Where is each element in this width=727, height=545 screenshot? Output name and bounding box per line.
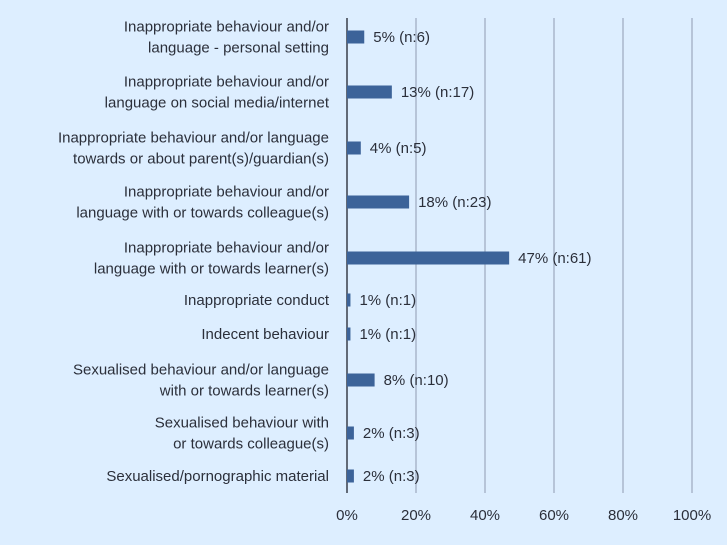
- bar: [347, 293, 351, 307]
- category-label-line: or towards colleague(s): [173, 436, 329, 453]
- bar: [347, 141, 361, 155]
- category-label-line: Indecent behaviour: [201, 326, 329, 343]
- category-label: Inappropriate behaviour and/or language o…: [105, 74, 330, 112]
- data-label: 5% (n:6): [373, 29, 430, 46]
- category-label-line: Inappropriate behaviour and/or: [124, 19, 329, 36]
- x-tick-label: 60%: [539, 507, 569, 524]
- category-label-line: language on social media/internet: [105, 95, 330, 112]
- category-label: Inappropriate behaviour and/or language w…: [94, 240, 329, 278]
- bar: [347, 251, 510, 265]
- x-tick-label: 20%: [401, 507, 431, 524]
- category-label-line: language with or towards learner(s): [94, 261, 329, 278]
- category-label-line: Inappropriate behaviour and/or: [124, 184, 329, 201]
- x-tick-label: 100%: [673, 507, 711, 524]
- category-label: Inappropriate conduct: [184, 292, 330, 309]
- bar: [347, 373, 375, 387]
- category-label-line: Sexualised/pornographic material: [106, 468, 329, 485]
- bar: [347, 426, 354, 440]
- data-label: 8% (n:10): [384, 372, 449, 389]
- bar: [347, 469, 354, 483]
- category-label-line: with or towards learner(s): [159, 383, 329, 400]
- category-label: Indecent behaviour: [201, 326, 329, 343]
- category-label-line: language with or towards colleague(s): [76, 205, 329, 222]
- category-label-line: Sexualised behaviour and/or language: [73, 362, 329, 379]
- category-label-line: Inappropriate behaviour and/or language: [58, 130, 329, 147]
- data-label: 47% (n:61): [518, 250, 591, 267]
- data-label: 13% (n:17): [401, 84, 474, 101]
- bar: [347, 85, 392, 99]
- data-label: 4% (n:5): [370, 140, 427, 157]
- data-label: 1% (n:1): [359, 326, 416, 343]
- x-tick-label: 80%: [608, 507, 638, 524]
- category-label: Sexualised/pornographic material: [106, 468, 329, 485]
- category-label-line: towards or about parent(s)/guardian(s): [73, 151, 329, 168]
- category-label-line: Inappropriate conduct: [184, 292, 330, 309]
- category-label: Inappropriate behaviour and/or language -…: [124, 19, 329, 57]
- data-label: 2% (n:3): [363, 425, 420, 442]
- bar: [347, 327, 351, 341]
- data-label: 2% (n:3): [363, 468, 420, 485]
- bar: [347, 195, 410, 209]
- category-label-line: Inappropriate behaviour and/or: [124, 240, 329, 257]
- x-tick-label: 40%: [470, 507, 500, 524]
- x-tick-label: 0%: [336, 507, 358, 524]
- category-label: Sexualised behaviour with or towards coll…: [155, 415, 329, 453]
- category-label: Inappropriate behaviour and/or language w…: [76, 184, 329, 222]
- category-label: Inappropriate behaviour and/or language t…: [58, 130, 329, 168]
- data-label: 1% (n:1): [359, 292, 416, 309]
- category-label: Sexualised behaviour and/or language with…: [73, 362, 329, 400]
- category-label-line: language - personal setting: [148, 40, 329, 57]
- category-label-line: Sexualised behaviour with: [155, 415, 329, 432]
- bar: [347, 30, 365, 44]
- data-label: 18% (n:23): [418, 194, 491, 211]
- category-label-line: Inappropriate behaviour and/or: [124, 74, 329, 91]
